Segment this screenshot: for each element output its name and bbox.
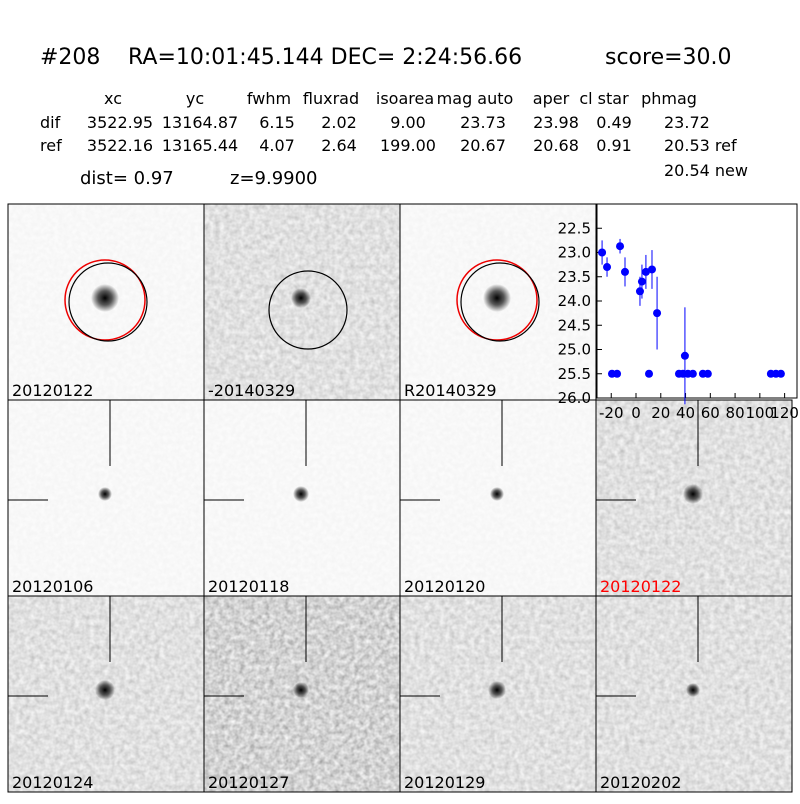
cell: 4.07 [259, 136, 295, 155]
point [635, 287, 644, 296]
cell: 199.00 [380, 136, 436, 155]
source [488, 681, 506, 699]
cell: 3522.16 [87, 136, 153, 155]
source [293, 682, 309, 698]
column-header: fluxrad [303, 89, 359, 108]
aperture-red [64, 259, 146, 341]
column-header: phmag [641, 89, 697, 108]
y-tick-label: 22.5 [558, 219, 591, 237]
y-tick-label: 23.0 [558, 244, 591, 262]
stamps: 20120122 -20140329 R20140329 20120106 201201… [7, 203, 793, 793]
column-header: mag auto [437, 89, 514, 108]
redshift: z=9.9900 [230, 168, 318, 189]
cell: 0.49 [596, 113, 632, 132]
column-header: yc [186, 89, 204, 108]
point [603, 263, 612, 272]
source [490, 487, 504, 501]
point [616, 242, 625, 251]
stamp-label: 20120124 [12, 773, 93, 792]
aperture [268, 270, 348, 350]
stamp-label: 20120129 [404, 773, 485, 792]
cell: 13165.44 [162, 136, 238, 155]
x-tick-label: 80 [726, 404, 745, 422]
cell: 13164.87 [162, 113, 238, 132]
column-header: aper [533, 89, 570, 108]
source [293, 486, 309, 502]
y-tick-label: 24.0 [558, 292, 591, 310]
point [680, 351, 689, 360]
x-tick-label: 40 [676, 404, 695, 422]
source [91, 284, 119, 312]
cell: 2.64 [321, 136, 357, 155]
column-header: xc [104, 89, 122, 108]
stamp-label: 20120127 [208, 773, 289, 792]
stamp-label: 20120118 [208, 577, 289, 596]
coordinates: RA=10:01:45.144 DEC= 2:24:56.66 [128, 45, 522, 70]
point [637, 277, 646, 286]
light-curve: 22.5 23.0 23.5 24.0 24.5 25.0 25.5 26.0 -20 0 20 40… [558, 203, 799, 422]
cell: 23.73 [460, 113, 506, 132]
aperture [460, 262, 540, 342]
stamp-label: R20140329 [404, 381, 497, 400]
stamp-label: 20120122 [600, 577, 681, 596]
y-tick-label: 25.5 [558, 365, 591, 383]
source [683, 484, 703, 504]
aperture-red [456, 259, 538, 341]
source [686, 683, 700, 697]
x-tick-label: 60 [701, 404, 720, 422]
stamp-label: 20120106 [12, 577, 93, 596]
point [647, 265, 656, 274]
column-header: fwhm [247, 89, 291, 108]
y-tick-label: 26.0 [558, 389, 591, 407]
point [776, 369, 785, 378]
cell: 20.53 ref [664, 136, 737, 155]
y-tick-label: 23.5 [558, 268, 591, 286]
row-label: dif [40, 113, 61, 132]
x-tick-label: 120 [770, 404, 799, 422]
row-label: ref [40, 136, 62, 155]
y-tick-label: 24.5 [558, 316, 591, 334]
score: score=30.0 [605, 45, 732, 70]
dist: dist= 0.97 [80, 168, 174, 189]
cell: 9.00 [390, 113, 426, 132]
aperture [68, 262, 148, 342]
x-tick-label: -20 [599, 404, 624, 422]
source [98, 487, 112, 501]
column-header: cl star [579, 89, 629, 108]
stamp-label: 20120120 [404, 577, 485, 596]
cell: 2.02 [321, 113, 357, 132]
stamp-label: 20120202 [600, 773, 681, 792]
point [598, 248, 607, 257]
y-tick-label: 25.0 [558, 341, 591, 359]
source [95, 680, 115, 700]
point [688, 369, 697, 378]
source [291, 288, 311, 308]
plot-area [596, 203, 798, 399]
cell: 23.72 [664, 113, 710, 132]
cell: 20.67 [460, 136, 506, 155]
point [613, 369, 622, 378]
point [703, 369, 712, 378]
source [483, 284, 511, 312]
column-header: isoarea [376, 89, 434, 108]
cell: 23.98 [533, 113, 579, 132]
phmag-new: 20.54 new [664, 161, 748, 180]
point [641, 267, 650, 276]
point [653, 309, 662, 318]
stamp-label: -20140329 [208, 381, 295, 400]
stamp-label: 20120122 [12, 381, 93, 400]
x-tick-label: 20 [651, 404, 670, 422]
cell: 6.15 [259, 113, 295, 132]
cell: 20.68 [533, 136, 579, 155]
x-tick-label: 0 [631, 404, 641, 422]
point [620, 267, 629, 276]
cell: 0.91 [596, 136, 632, 155]
point [645, 369, 654, 378]
object-id: #208 [40, 45, 100, 70]
cell: 3522.95 [87, 113, 153, 132]
stamp-border [595, 595, 793, 793]
x-tick-label: 100 [746, 404, 775, 422]
